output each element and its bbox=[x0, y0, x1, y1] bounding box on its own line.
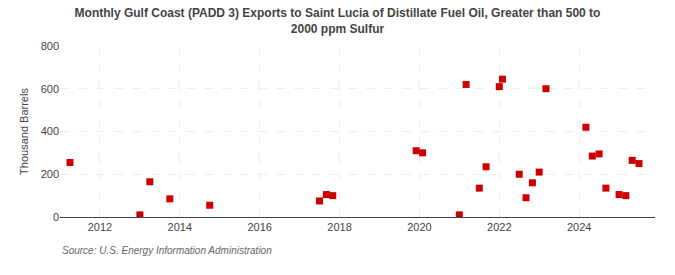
svg-text:600: 600 bbox=[41, 83, 59, 95]
svg-text:2022: 2022 bbox=[487, 221, 511, 233]
svg-text:400: 400 bbox=[41, 125, 59, 137]
svg-text:2024: 2024 bbox=[567, 221, 591, 233]
svg-text:2016: 2016 bbox=[247, 221, 271, 233]
svg-text:0: 0 bbox=[53, 211, 59, 223]
svg-text:Source: U.S. Energy Informatio: Source: U.S. Energy Information Administ… bbox=[62, 245, 272, 256]
svg-text:2012: 2012 bbox=[88, 221, 112, 233]
svg-text:Thousand Barrels: Thousand Barrels bbox=[18, 88, 30, 175]
svg-text:800: 800 bbox=[41, 40, 59, 52]
svg-text:Monthly Gulf Coast (PADD 3) Ex: Monthly Gulf Coast (PADD 3) Exports to S… bbox=[75, 6, 601, 36]
svg-text:2014: 2014 bbox=[168, 221, 192, 233]
svg-text:2020: 2020 bbox=[407, 221, 431, 233]
svg-text:200: 200 bbox=[41, 168, 59, 180]
svg-text:2018: 2018 bbox=[327, 221, 351, 233]
